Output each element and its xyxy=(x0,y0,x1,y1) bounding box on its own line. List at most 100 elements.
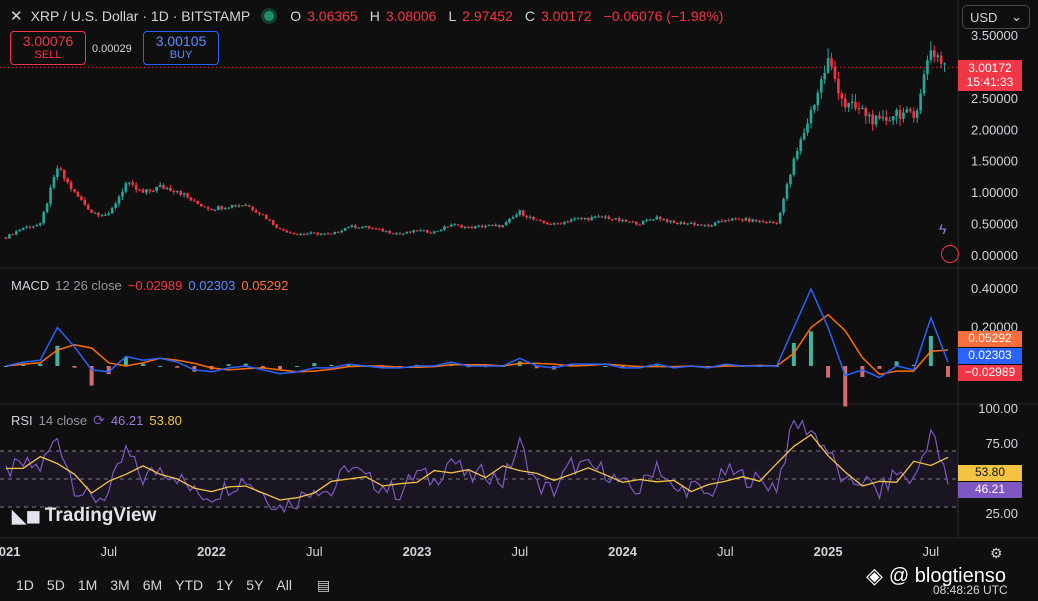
candle-body xyxy=(439,229,443,232)
candle-body xyxy=(117,196,121,204)
candle-body xyxy=(354,225,357,228)
candle-body xyxy=(343,228,347,231)
legend-header: ✕ XRP / U.S. Dollar · 1D · BITSTAMP O 3.0… xyxy=(10,7,723,25)
candle-body xyxy=(765,221,768,223)
candle-body xyxy=(563,221,566,224)
candle-body xyxy=(265,214,268,220)
candle-body xyxy=(76,191,80,197)
candle-body xyxy=(518,210,522,215)
candle-body xyxy=(511,217,515,219)
candle-body xyxy=(552,223,556,225)
candle-body xyxy=(638,224,642,226)
candle-body xyxy=(939,55,943,64)
candle-body xyxy=(141,189,145,193)
candle-body xyxy=(244,205,248,207)
timeframe-ytd[interactable]: YTD xyxy=(175,577,204,593)
candle-body xyxy=(49,187,52,204)
macd-histogram-bar xyxy=(141,363,146,366)
price-tick-label: 1.50000 xyxy=(971,154,1018,169)
candle-body xyxy=(374,228,378,230)
candle-body xyxy=(100,215,104,217)
candle-body xyxy=(713,222,717,226)
candle-body xyxy=(672,220,676,223)
candle-body xyxy=(542,220,546,223)
last-price-value: 3.00172 xyxy=(968,61,1012,75)
refresh-icon[interactable]: ⟳ xyxy=(93,412,105,428)
candle-body xyxy=(741,219,744,221)
timeframe-all[interactable]: All xyxy=(276,577,292,593)
timeframe-1m[interactable]: 1M xyxy=(77,577,98,593)
flag-icon[interactable] xyxy=(941,245,959,263)
candle-body xyxy=(350,225,354,228)
candle-body xyxy=(21,227,25,230)
rsi-ma-line xyxy=(5,433,949,501)
timeframe-5y[interactable]: 5Y xyxy=(246,577,264,593)
candle-body xyxy=(587,217,590,220)
candle-body xyxy=(38,223,42,226)
candle-body xyxy=(730,218,734,221)
candle-body xyxy=(717,220,720,223)
candle-body xyxy=(340,230,343,233)
timeframe-1y[interactable]: 1Y xyxy=(216,577,234,593)
candle-body xyxy=(895,109,898,117)
macd-histogram-bar xyxy=(123,357,128,366)
candle-body xyxy=(850,101,854,104)
timeframe-1d[interactable]: 1D xyxy=(16,577,34,593)
candle-body xyxy=(388,231,391,234)
candle-body xyxy=(549,224,552,226)
candle-body xyxy=(813,105,816,111)
candle-body xyxy=(861,107,864,110)
candle-body xyxy=(912,111,916,118)
candle-body xyxy=(278,227,282,230)
macd-series xyxy=(4,287,950,407)
candle-body xyxy=(151,190,155,192)
macd-histogram-bar xyxy=(243,363,248,366)
candle-body xyxy=(768,221,772,223)
candle-body xyxy=(686,223,689,225)
candle-body xyxy=(597,216,600,218)
candle-body xyxy=(73,189,76,192)
candle-body xyxy=(915,110,919,118)
macd-line-tag: 0.02303 xyxy=(958,348,1022,364)
candle-body xyxy=(364,226,367,228)
timeframe-toolbar: 1D 5D 1M 3M 6M YTD 1Y 5Y All ▤ xyxy=(16,577,330,594)
candle-body xyxy=(497,224,501,227)
rsi-params: 14 close xyxy=(38,413,88,428)
candle-body xyxy=(932,50,936,57)
settings-icon[interactable]: ⚙ xyxy=(990,545,1003,561)
rsi-band-fill xyxy=(0,451,958,507)
macd-signal-tag: 0.05292 xyxy=(958,331,1022,347)
candle-body xyxy=(871,114,874,125)
candle-body xyxy=(754,219,758,222)
candle-body xyxy=(436,231,439,233)
macd-tick-label: 0.40000 xyxy=(971,281,1018,296)
macd-histogram-bar xyxy=(380,366,385,368)
candle-body xyxy=(604,216,607,218)
currency-select[interactable]: USD ⌄ xyxy=(962,5,1030,29)
candle-body xyxy=(545,222,549,225)
rsi-title[interactable]: RSI xyxy=(11,413,33,428)
candle-body xyxy=(285,230,289,233)
candle-body xyxy=(504,222,508,226)
timeframe-3m[interactable]: 3M xyxy=(110,577,130,593)
timeframe-6m[interactable]: 6M xyxy=(142,577,163,593)
symbol-title[interactable]: XRP / U.S. Dollar · 1D · BITSTAMP xyxy=(30,8,251,24)
date-range-icon[interactable]: ▤ xyxy=(316,577,331,593)
candle-body xyxy=(573,218,576,220)
candle-body xyxy=(521,210,525,216)
candle-body xyxy=(843,98,847,108)
candle-body xyxy=(532,216,535,220)
sell-button[interactable]: 3.00076 SELL xyxy=(10,31,86,65)
lightning-icon[interactable]: ϟ xyxy=(939,221,947,237)
candle-body xyxy=(724,220,727,222)
buy-button[interactable]: 3.00105 BUY xyxy=(143,31,219,65)
candle-body xyxy=(785,184,789,199)
candle-body xyxy=(837,78,840,94)
macd-title[interactable]: MACD xyxy=(11,278,50,293)
candle-body xyxy=(299,233,302,235)
close-icon[interactable]: ✕ xyxy=(10,8,23,25)
candle-body xyxy=(282,229,285,231)
candle-body xyxy=(501,225,504,227)
timeframe-5d[interactable]: 5D xyxy=(46,577,65,593)
